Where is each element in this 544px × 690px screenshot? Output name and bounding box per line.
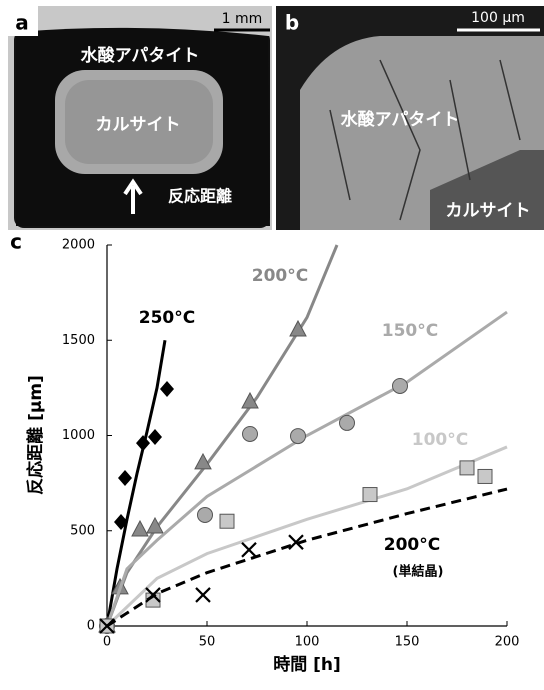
x-axis-label: 時間 [h]	[273, 654, 341, 675]
data-point	[132, 521, 148, 536]
data-point	[393, 378, 408, 393]
data-point	[291, 429, 306, 444]
figure: a 1 mm 水酸アパタイト カルサイト 反応距離 b 100 μm 水酸アパタ…	[0, 0, 544, 686]
data-point	[242, 543, 256, 557]
y-tick-label: 1500	[62, 333, 95, 348]
data-point	[340, 415, 355, 430]
y-tick-label: 2000	[62, 238, 95, 253]
x-tick-label: 0	[103, 635, 111, 650]
photo-text: 反応距離	[168, 187, 232, 206]
fit-curve	[107, 489, 507, 626]
series-label: 100°C	[412, 430, 468, 450]
y-tick-label: 0	[87, 619, 95, 634]
data-point	[478, 469, 492, 483]
y-tick-label: 1000	[62, 428, 95, 443]
y-axis-label: 反応距離 [μm]	[25, 375, 46, 495]
fit-curve	[107, 340, 165, 626]
data-point	[220, 514, 234, 528]
y-tick-label: 500	[70, 523, 95, 538]
x-tick-label: 150	[395, 635, 420, 650]
fit-curve	[107, 312, 507, 626]
series-note: (単結晶)	[393, 564, 444, 580]
data-point	[118, 470, 132, 486]
panel-label: c	[10, 230, 22, 254]
scale-bar-label: 1 mm	[222, 11, 263, 27]
data-point	[196, 588, 210, 602]
data-point	[160, 381, 174, 397]
data-point	[136, 435, 150, 451]
x-tick-label: 200	[495, 635, 520, 650]
series-label: 200°C	[252, 266, 308, 286]
data-point	[198, 507, 213, 522]
panel-label: a	[15, 11, 29, 35]
data-point	[460, 461, 474, 475]
data-point	[148, 429, 162, 445]
series-label: 250°C	[139, 308, 195, 328]
data-point	[363, 488, 377, 502]
photo-text: カルサイト	[446, 201, 531, 221]
x-tick-label: 50	[199, 635, 216, 650]
photo-text: カルサイト	[96, 115, 181, 135]
photo-text: 水酸アパタイト	[81, 45, 200, 66]
photo-text: 水酸アパタイト	[341, 109, 460, 130]
scale-bar-label: 100 μm	[471, 10, 525, 26]
data-point	[243, 426, 258, 441]
series-label: 200°C	[384, 535, 440, 555]
fit-curve	[107, 447, 507, 626]
x-tick-label: 100	[295, 635, 320, 650]
series-label: 150°C	[382, 321, 438, 341]
panel-label: b	[285, 11, 299, 35]
